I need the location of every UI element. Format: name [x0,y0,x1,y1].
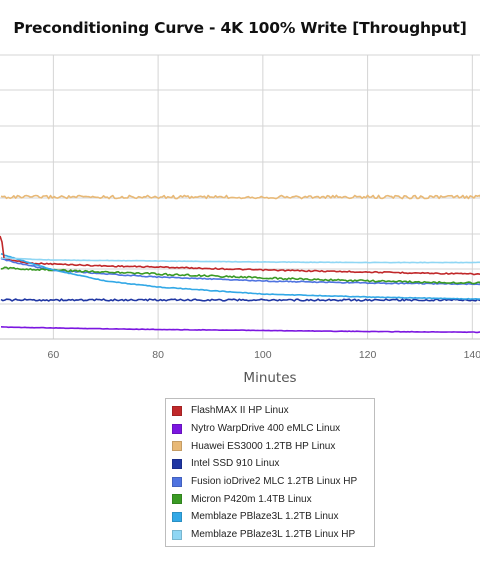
legend-swatch [172,494,182,505]
legend-item[interactable]: Huawei ES3000 1.2TB HP Linux [172,437,374,455]
x-tick-label: 60 [48,349,60,361]
x-tick-label: 80 [152,349,164,361]
x-tick-label: 140 [464,349,480,361]
legend-item[interactable]: Nytro WarpDrive 400 eMLC Linux [172,420,374,438]
legend-item[interactable]: Memblaze PBlaze3L 1.2TB Linux HP [172,526,374,544]
legend-swatch [172,529,182,540]
x-axis-label: Minutes [243,370,297,386]
legend-item[interactable]: FlashMAX II HP Linux [172,402,374,420]
legend-swatch [172,423,182,434]
series-line-spike [0,235,5,259]
legend-label: Fusion ioDrive2 MLC 1.2TB Linux HP [191,476,358,488]
series-line [0,266,480,285]
x-tick-labels: 6080100120140160180200220240260280 [48,349,480,361]
series-line [0,253,480,300]
series-line [0,257,480,286]
legend-swatch [172,405,182,416]
series-line [0,257,480,264]
legend-label: Micron P420m 1.4TB Linux [191,493,312,505]
legend-label: Memblaze PBlaze3L 1.2TB Linux HP [191,529,356,541]
legend-item[interactable]: Fusion ioDrive2 MLC 1.2TB Linux HP [172,473,374,491]
legend-swatch [172,476,182,487]
legend-item[interactable]: Micron P420m 1.4TB Linux [172,490,374,508]
legend-swatch [172,441,182,452]
x-tick-label: 100 [254,349,272,361]
legend-swatch [172,511,182,522]
x-tick-label: 120 [359,349,377,361]
legend-label: Intel SSD 910 Linux [191,458,280,470]
chart-title: Preconditioning Curve - 4K 100% Write [T… [13,19,467,37]
series-line [0,298,480,302]
series-line [0,326,480,334]
series-line [0,256,480,276]
legend-label: Nytro WarpDrive 400 eMLC Linux [191,423,341,435]
legend: FlashMAX II HP Linux Nytro WarpDrive 400 … [165,398,375,547]
series-line [0,194,480,200]
legend-swatch [172,458,182,469]
series-lines [0,194,480,334]
legend-item[interactable]: Memblaze PBlaze3L 1.2TB Linux [172,508,374,526]
legend-label: FlashMAX II HP Linux [191,405,289,417]
legend-item[interactable]: Intel SSD 910 Linux [172,455,374,473]
legend-label: Huawei ES3000 1.2TB HP Linux [191,440,336,452]
legend-label: Memblaze PBlaze3L 1.2TB Linux [191,511,339,523]
